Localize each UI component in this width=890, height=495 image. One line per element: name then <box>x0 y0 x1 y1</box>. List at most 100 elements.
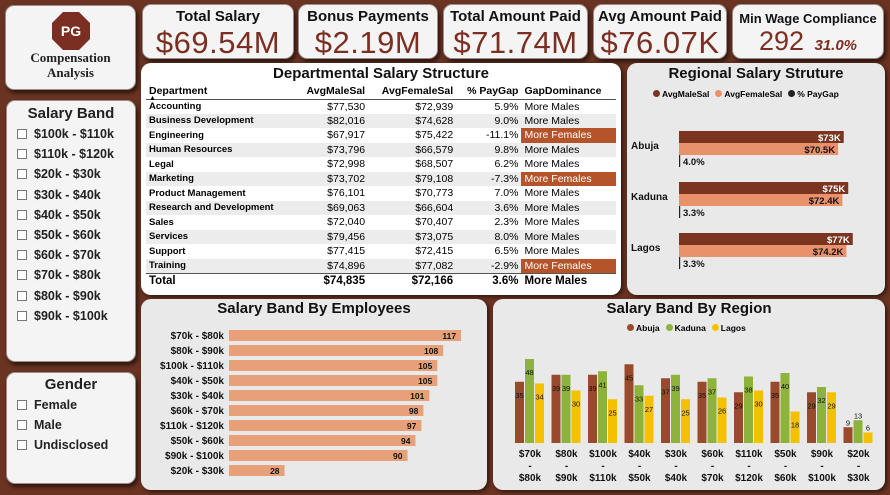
region-bar[interactable] <box>535 383 544 444</box>
bar-female[interactable] <box>679 245 847 257</box>
slicer-item[interactable]: $20k - $30k <box>17 167 101 181</box>
table-row[interactable]: Sales $72,040 $70,407 2.3% More Males <box>146 215 616 230</box>
slicer-item[interactable]: Undisclosed <box>17 438 108 452</box>
region-bar[interactable] <box>644 395 654 443</box>
region-bar[interactable] <box>843 427 853 443</box>
slicer-item[interactable]: $90k - $100k <box>17 309 108 323</box>
table-row[interactable]: Research and Development $69,063 $66,604 3.… <box>146 200 616 215</box>
checkbox-icon[interactable] <box>17 149 27 160</box>
table-row[interactable]: Human Resources $73,796 $66,579 9.8% More Ma… <box>146 142 616 157</box>
table-row[interactable]: Training $74,896 $77,082 -2.9% More Females <box>146 258 616 273</box>
checkbox-icon[interactable] <box>17 270 27 281</box>
checkbox-icon[interactable] <box>17 440 27 450</box>
region-bar[interactable] <box>598 371 607 443</box>
bar-male[interactable] <box>679 182 849 194</box>
col-header-paygap[interactable]: % PayGap <box>467 84 519 97</box>
checkbox-icon[interactable] <box>17 230 27 240</box>
legend-item[interactable]: % PayGap <box>788 89 839 99</box>
region-bar[interactable] <box>671 374 680 443</box>
col-header-gapdominance[interactable]: GapDominance <box>524 84 602 97</box>
employee-bar[interactable] <box>229 375 438 386</box>
legend-item[interactable]: Abuja <box>627 323 660 333</box>
checkbox-icon[interactable] <box>17 400 27 410</box>
employee-bar[interactable] <box>229 360 438 371</box>
checkbox-icon[interactable] <box>17 310 27 321</box>
region-bar[interactable] <box>697 381 707 443</box>
table-row[interactable]: Product Management $76,101 $70,773 7.0% More… <box>146 186 616 201</box>
region-bar[interactable] <box>807 392 816 443</box>
region-bar[interactable] <box>790 411 800 444</box>
slicer-item[interactable]: Female <box>17 398 77 412</box>
region-bar[interactable] <box>551 374 561 443</box>
employee-bar[interactable] <box>229 390 430 401</box>
region-bar[interactable] <box>571 390 581 444</box>
region-bar[interactable] <box>744 376 753 444</box>
slicer-item[interactable]: $80k - $90k <box>17 289 101 303</box>
checkbox-icon[interactable] <box>17 189 27 200</box>
table-row[interactable]: Engineering $67,917 $75,422 -11.1% More Fema… <box>146 128 616 143</box>
slicer-item[interactable]: $30k - $40k <box>17 188 101 202</box>
region-bar[interactable] <box>770 381 780 443</box>
table-row[interactable]: Services $79,456 $73,075 8.0% More Males <box>146 229 616 244</box>
bar-male[interactable] <box>679 131 844 143</box>
slicer-item[interactable]: $50k - $60k <box>17 228 101 242</box>
slicer-item[interactable]: Male <box>17 418 62 432</box>
checkbox-icon[interactable] <box>17 129 27 139</box>
region-bar[interactable] <box>734 392 743 443</box>
bar-paygap[interactable] <box>679 206 681 218</box>
region-bar[interactable] <box>525 359 534 443</box>
employee-bar[interactable] <box>229 405 424 416</box>
region-bar[interactable] <box>780 373 790 443</box>
col-header-avgmalesal[interactable]: AvgMaleSal <box>306 84 366 97</box>
legend-item[interactable]: AvgMaleSal <box>653 89 709 99</box>
bar-paygap[interactable] <box>679 155 681 167</box>
checkbox-icon[interactable] <box>17 250 27 261</box>
bar-label: 3.3% <box>683 208 705 219</box>
region-bar[interactable] <box>754 390 763 444</box>
region-bar[interactable] <box>588 374 597 443</box>
table-row[interactable]: Marketing $73,702 $79,108 -7.3% More Females <box>146 171 616 186</box>
region-bar[interactable] <box>827 392 836 443</box>
employee-bar[interactable] <box>229 435 416 446</box>
region-bar[interactable] <box>634 385 644 443</box>
bar-female[interactable] <box>679 194 843 206</box>
region-bar[interactable] <box>853 420 863 443</box>
region-bar[interactable] <box>707 378 717 443</box>
region-bar[interactable] <box>515 381 524 443</box>
col-header-department[interactable]: Department ▲ <box>149 84 208 102</box>
employee-bar[interactable] <box>229 420 422 431</box>
legend-item[interactable]: Kaduna <box>665 323 706 333</box>
region-bar[interactable] <box>661 378 670 443</box>
employee-bar[interactable] <box>229 345 444 356</box>
sort-arrow-icon[interactable]: ▲ <box>149 95 156 102</box>
region-bar[interactable] <box>863 432 873 444</box>
slicer-item[interactable]: $110k - $120k <box>17 147 114 161</box>
region-bar[interactable] <box>624 364 634 443</box>
checkbox-icon[interactable] <box>17 209 27 220</box>
region-bar[interactable] <box>717 397 727 444</box>
legend-item[interactable]: Lagos <box>711 323 746 333</box>
table-row[interactable]: Legal $72,998 $68,507 6.2% More Males <box>146 157 616 172</box>
region-bar[interactable] <box>681 399 690 443</box>
slicer-item[interactable]: $70k - $80k <box>17 268 101 282</box>
slicer-item[interactable]: $40k - $50k <box>17 208 101 222</box>
employee-bar[interactable] <box>229 450 408 461</box>
employee-bar[interactable] <box>229 465 285 476</box>
slicer-item[interactable]: $100k - $110k <box>17 127 114 141</box>
bar-paygap[interactable] <box>679 257 681 269</box>
col-header-avgfemalesal[interactable]: AvgFemaleSal <box>381 84 454 97</box>
bar-male[interactable] <box>679 233 853 245</box>
table-row[interactable]: Support $77,415 $72,415 6.5% More Males <box>146 244 616 259</box>
region-bar[interactable] <box>608 399 617 443</box>
employee-bar[interactable] <box>229 330 462 341</box>
region-bar[interactable] <box>817 387 826 443</box>
bar-female[interactable] <box>679 143 839 155</box>
checkbox-icon[interactable] <box>17 290 27 301</box>
region-bar[interactable] <box>561 374 571 443</box>
table-row[interactable]: Business Development $82,016 $74,628 9.0% Mo… <box>146 113 616 128</box>
table-row[interactable]: Accounting $77,530 $72,939 5.9% More Males <box>146 99 616 114</box>
checkbox-icon[interactable] <box>17 420 27 430</box>
legend-item[interactable]: AvgFemaleSal <box>715 89 782 99</box>
slicer-item[interactable]: $60k - $70k <box>17 248 101 262</box>
checkbox-icon[interactable] <box>17 169 27 180</box>
